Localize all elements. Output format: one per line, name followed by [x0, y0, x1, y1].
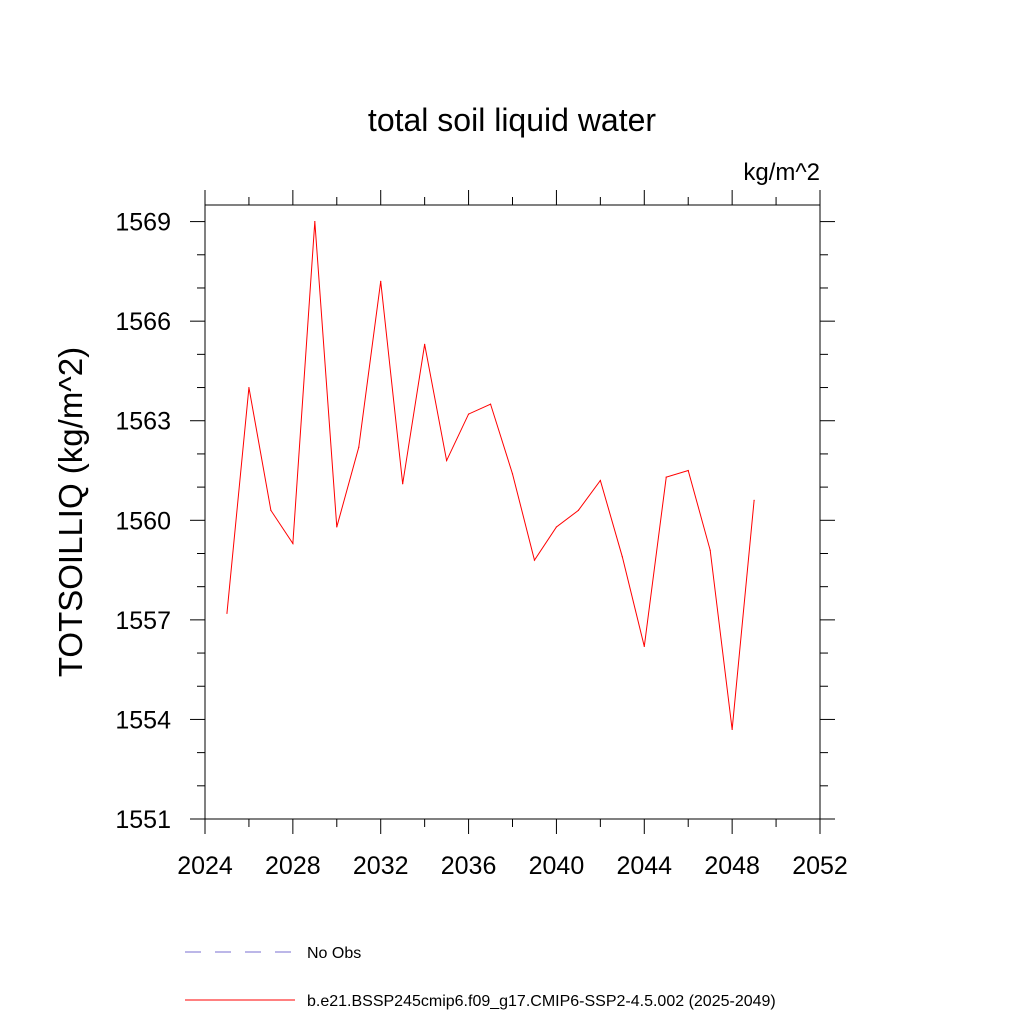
x-tick-label: 2044	[616, 852, 672, 880]
data-point	[577, 509, 579, 511]
series-line	[226, 221, 755, 730]
data-point	[467, 413, 470, 415]
data-point	[270, 509, 272, 511]
data-point	[599, 479, 601, 482]
tick-labels: 1551 1554 1557 1560 1563 1566 1569 2024 2028 2032…	[115, 209, 847, 880]
data-point	[533, 559, 536, 561]
data-point	[402, 483, 404, 485]
x-tick-label: 2024	[177, 852, 233, 880]
y-tick-label: 1557	[115, 607, 171, 635]
data-point	[424, 343, 426, 345]
y-tick-label: 1566	[115, 308, 171, 336]
data-point	[709, 549, 711, 551]
data-point	[292, 542, 294, 545]
x-tick-label: 2052	[792, 852, 848, 880]
data-point	[753, 499, 755, 501]
data-point	[226, 612, 228, 614]
data-point	[446, 459, 448, 462]
data-point	[358, 446, 360, 448]
y-axis-label: TOTSOILLIQ (kg/m^2)	[52, 347, 89, 677]
plot-frame	[204, 204, 821, 820]
data-point	[314, 220, 316, 223]
data-point	[643, 645, 645, 648]
x-tick-label: 2028	[265, 852, 321, 880]
series-layer	[226, 220, 755, 730]
chart-title: total soil liquid water	[368, 102, 656, 138]
data-point	[665, 476, 667, 478]
legend-label: b.e21.BSSP245cmip6.f09_g17.CMIP6-SSP2-4.…	[307, 993, 776, 1010]
y-tick-label: 1560	[115, 507, 171, 535]
x-tick-label: 2040	[529, 852, 585, 880]
data-point	[511, 473, 514, 475]
y-tick-label: 1551	[115, 806, 171, 834]
y-tick-label: 1569	[115, 209, 171, 237]
x-tick-label: 2048	[704, 852, 760, 880]
data-point	[380, 280, 382, 282]
data-point	[555, 526, 558, 528]
data-point	[489, 403, 492, 405]
y-tick-label: 1554	[115, 706, 171, 734]
data-point	[687, 469, 689, 472]
x-tick-label: 2036	[441, 852, 497, 880]
x-tick-label: 2032	[353, 852, 409, 880]
y-tick-label: 1563	[115, 408, 171, 436]
legend: No Obs b.e21.BSSP245cmip6.f09_g17.CMIP6-S…	[185, 945, 776, 1010]
data-point	[621, 556, 623, 558]
data-point	[731, 728, 733, 730]
data-point	[336, 526, 338, 528]
legend-label: No Obs	[307, 945, 361, 962]
units-label: kg/m^2	[743, 159, 820, 186]
data-point	[248, 386, 250, 389]
axis-ticks	[190, 190, 835, 834]
